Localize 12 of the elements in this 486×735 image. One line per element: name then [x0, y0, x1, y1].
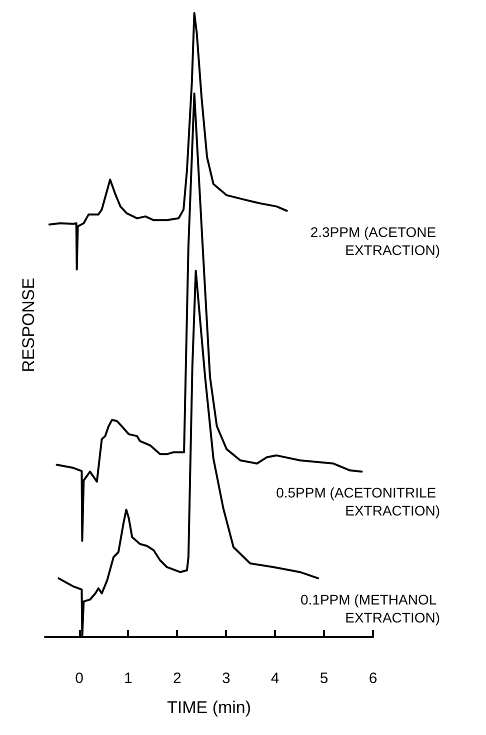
- x-tick-label: 3: [222, 670, 230, 687]
- series-label: 2.3PPM (ACETONE EXTRACTION): [310, 224, 440, 258]
- y-axis-title: RESPONSE: [19, 278, 38, 372]
- x-tick-label: 2: [173, 670, 182, 687]
- x-tick-label: 1: [124, 670, 132, 687]
- x-tick-label: 6: [368, 670, 378, 687]
- series-label: 0.1PPM (METHANOL EXTRACTION): [300, 591, 440, 626]
- text: 0.5PPM (ACETONITRILE EXTRACTION): [276, 484, 440, 519]
- x-axis-title: TIME (min): [166, 698, 252, 717]
- x-tick-label: 5: [320, 670, 328, 687]
- x-tick-label: 0: [75, 670, 84, 687]
- x-tick-label: 4: [270, 670, 280, 687]
